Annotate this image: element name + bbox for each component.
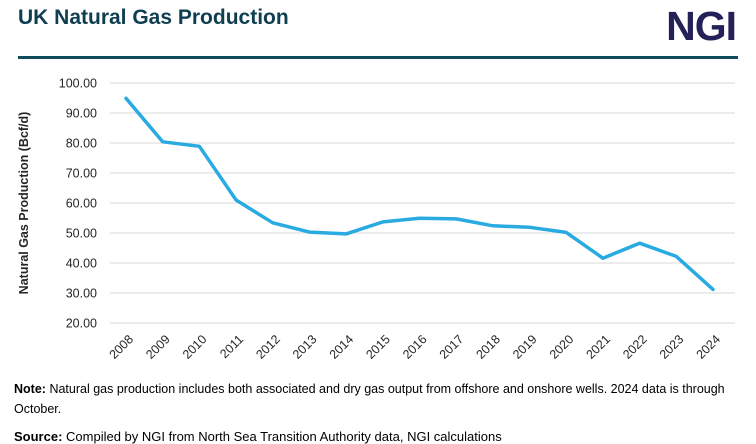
header-divider — [18, 56, 738, 59]
x-axis-tick-label: 2015 — [363, 332, 393, 362]
x-axis-tick-label: 2023 — [657, 332, 687, 362]
x-axis-tick-label: 2018 — [473, 332, 503, 362]
source-text: Source: Compiled by NGI from North Sea T… — [14, 429, 502, 444]
y-axis-tick-label: 90.00 — [66, 107, 97, 121]
y-axis-tick-label: 100.00 — [59, 77, 97, 91]
y-axis-tick-label: 70.00 — [66, 167, 97, 181]
x-axis-tick-label: 2014 — [327, 332, 357, 362]
chart-canvas: 100.00 90.00 80.00 70.00 60.00 50.00 40.00 30.0… — [17, 77, 735, 362]
line-chart: 100.00 90.00 80.00 70.00 60.00 50.00 40.00 30.0… — [0, 60, 756, 375]
x-axis-tick-label: 2010 — [180, 332, 210, 362]
y-axis-tick-label: 30.00 — [66, 287, 97, 301]
chart-footer: Note: Natural gas production includes bo… — [14, 379, 732, 444]
source-label: Source: — [14, 429, 63, 444]
x-axis-tick-label: 2012 — [253, 332, 283, 362]
x-axis-tick-label: 2020 — [547, 332, 577, 362]
note-label: Note: — [14, 382, 46, 396]
x-axis-tick-label: 2024 — [694, 332, 724, 362]
y-axis-tick-label: 50.00 — [66, 227, 97, 241]
note-text: Note: Natural gas production includes bo… — [14, 382, 725, 416]
x-axis-tick-label: 2019 — [510, 332, 540, 362]
y-axis-tick-label: 20.00 — [66, 317, 97, 331]
y-axis-tick-label: 60.00 — [66, 197, 97, 211]
x-axis-tick-label: 2022 — [620, 332, 650, 362]
x-axis-tick-label: 2008 — [107, 332, 137, 362]
x-axis-tick-label: 2013 — [290, 332, 320, 362]
x-axis-tick-label: 2011 — [217, 332, 246, 361]
x-axis-tick-label: 2016 — [400, 332, 430, 362]
production-line-series — [124, 96, 715, 292]
x-axis-tick-label: 2021 — [583, 332, 613, 362]
y-axis-tick-label: 40.00 — [66, 257, 97, 271]
page-title: UK Natural Gas Production — [18, 6, 289, 29]
x-axis-tick-label: 2017 — [437, 332, 467, 362]
y-axis-title: Natural Gas Production (Bcf/d) — [17, 112, 31, 295]
y-axis-tick-label: 80.00 — [66, 137, 97, 151]
ngi-logo: NGI — [666, 3, 737, 49]
x-axis-tick-label: 2009 — [143, 332, 173, 362]
